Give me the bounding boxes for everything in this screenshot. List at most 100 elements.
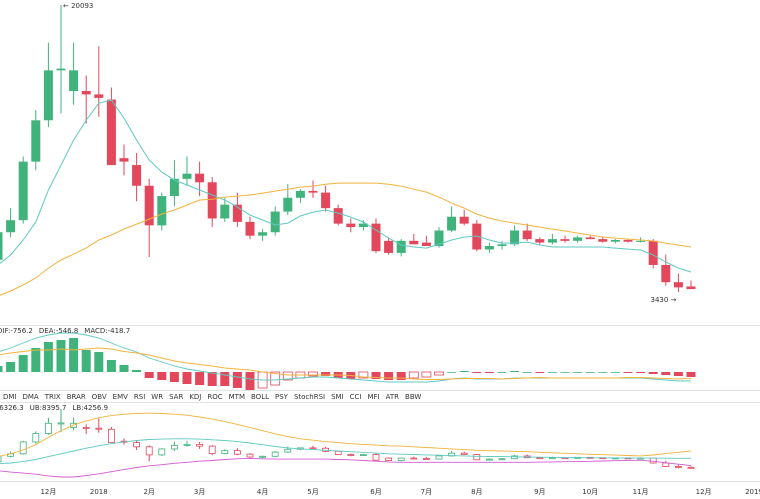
candle-body bbox=[208, 445, 216, 454]
indicator-tab[interactable]: PSY bbox=[275, 393, 289, 401]
candle-body bbox=[82, 427, 90, 429]
candle-body bbox=[271, 451, 279, 457]
macd-label: DIF:-756.2 bbox=[0, 327, 33, 335]
boll-label: LB:4256.9 bbox=[72, 404, 108, 412]
candle-body bbox=[636, 240, 646, 242]
candle-body bbox=[284, 448, 292, 453]
indicator-tab[interactable]: DMI bbox=[3, 393, 17, 401]
indicator-tab[interactable]: BRAR bbox=[67, 393, 86, 401]
candle-body bbox=[687, 466, 695, 469]
indicator-tab[interactable]: MFI bbox=[368, 393, 380, 401]
candle-body bbox=[484, 246, 494, 250]
x-tick-label: 2018 bbox=[90, 488, 108, 496]
indicator-tab[interactable]: TRIX bbox=[44, 393, 61, 401]
candle-body bbox=[81, 90, 91, 95]
indicator-tab[interactable]: BBW bbox=[405, 393, 421, 401]
candle-body bbox=[157, 196, 167, 226]
macd-bar bbox=[308, 371, 318, 377]
candle-body bbox=[673, 282, 683, 288]
macd-bar bbox=[144, 372, 154, 378]
candle-body bbox=[459, 216, 469, 224]
macd-bar bbox=[573, 372, 583, 373]
lower-band-line bbox=[0, 457, 692, 478]
indicator-tab[interactable]: ATR bbox=[386, 393, 400, 401]
candle-body bbox=[358, 223, 368, 228]
indicator-tab[interactable]: RSI bbox=[134, 393, 145, 401]
x-tick-label: 10月 bbox=[582, 488, 598, 496]
candle-body bbox=[549, 457, 556, 460]
candle-body bbox=[119, 158, 129, 162]
x-tick-label: 8月 bbox=[471, 488, 482, 496]
candle-body bbox=[371, 223, 381, 252]
indicator-tab[interactable]: StochRSI bbox=[294, 393, 325, 401]
candle-body bbox=[232, 204, 242, 222]
candle-body bbox=[182, 173, 192, 179]
macd-bar bbox=[0, 366, 3, 372]
moving-average-line bbox=[0, 182, 692, 296]
indicator-tab[interactable]: WR bbox=[151, 393, 163, 401]
candle-body bbox=[6, 220, 16, 233]
candle-body bbox=[662, 462, 670, 467]
candle-body bbox=[648, 240, 658, 265]
indicator-tab[interactable]: EMV bbox=[113, 393, 128, 401]
candle-body bbox=[245, 221, 255, 236]
candle-body bbox=[169, 178, 179, 197]
indicator-tab[interactable]: CCI bbox=[350, 393, 362, 401]
candle-body bbox=[133, 442, 141, 448]
candle-body bbox=[346, 223, 356, 228]
x-tick-label: 5月 bbox=[307, 488, 318, 496]
indicator-tab[interactable]: KDJ bbox=[189, 393, 201, 401]
candle-body bbox=[460, 452, 468, 455]
candle-body bbox=[610, 239, 620, 242]
macd-bar bbox=[6, 362, 16, 372]
indicator-tab[interactable]: BOLL bbox=[251, 393, 269, 401]
candle-body bbox=[347, 454, 355, 456]
x-tick-label: 2月 bbox=[143, 488, 154, 496]
candle-body bbox=[233, 450, 241, 455]
candle-body bbox=[598, 239, 608, 242]
x-tick-label: 2019 bbox=[745, 488, 760, 496]
macd-bar bbox=[510, 371, 520, 372]
indicator-tab[interactable]: SMI bbox=[331, 393, 344, 401]
candle-body bbox=[472, 223, 482, 250]
indicator-tab[interactable]: OBV bbox=[92, 393, 107, 401]
candle-body bbox=[183, 443, 191, 446]
macd-label: DEA:-546.8 bbox=[39, 327, 78, 335]
macd-bar bbox=[686, 372, 696, 377]
indicator-tab[interactable]: MTM bbox=[229, 393, 245, 401]
x-tick-label: 12月 bbox=[696, 488, 712, 496]
indicator-tab[interactable]: SAR bbox=[169, 393, 183, 401]
candle-body bbox=[31, 120, 41, 162]
candle-body bbox=[536, 457, 544, 460]
candle-body bbox=[108, 428, 115, 444]
macd-bar bbox=[585, 372, 595, 373]
candle-body bbox=[196, 443, 204, 447]
candle-body bbox=[397, 457, 405, 461]
macd-bar bbox=[384, 372, 394, 380]
candle-body bbox=[334, 450, 342, 455]
macd-bar bbox=[610, 372, 620, 373]
candle-body bbox=[106, 99, 116, 166]
macd-bar bbox=[434, 371, 444, 376]
macd-bar bbox=[195, 372, 205, 385]
x-tick-label: 6月 bbox=[370, 488, 381, 496]
indicator-tab[interactable]: ROC bbox=[207, 393, 222, 401]
macd-bar bbox=[157, 372, 167, 380]
candle-body bbox=[0, 232, 3, 260]
candle-body bbox=[522, 230, 532, 240]
candle-body bbox=[372, 454, 380, 461]
candle-body bbox=[45, 422, 52, 434]
macd-bar bbox=[535, 372, 545, 373]
macd-bar bbox=[623, 372, 633, 373]
candle-body bbox=[547, 239, 557, 243]
candle-body bbox=[32, 433, 40, 443]
candle-body bbox=[158, 448, 166, 456]
macd-bar bbox=[106, 360, 116, 372]
x-tick-label: 11月 bbox=[633, 488, 649, 496]
candle-body bbox=[623, 239, 633, 242]
candle-body bbox=[69, 70, 79, 91]
indicator-tab[interactable]: DMA bbox=[23, 393, 39, 401]
candle-body bbox=[132, 165, 142, 186]
candle-body bbox=[333, 208, 343, 224]
